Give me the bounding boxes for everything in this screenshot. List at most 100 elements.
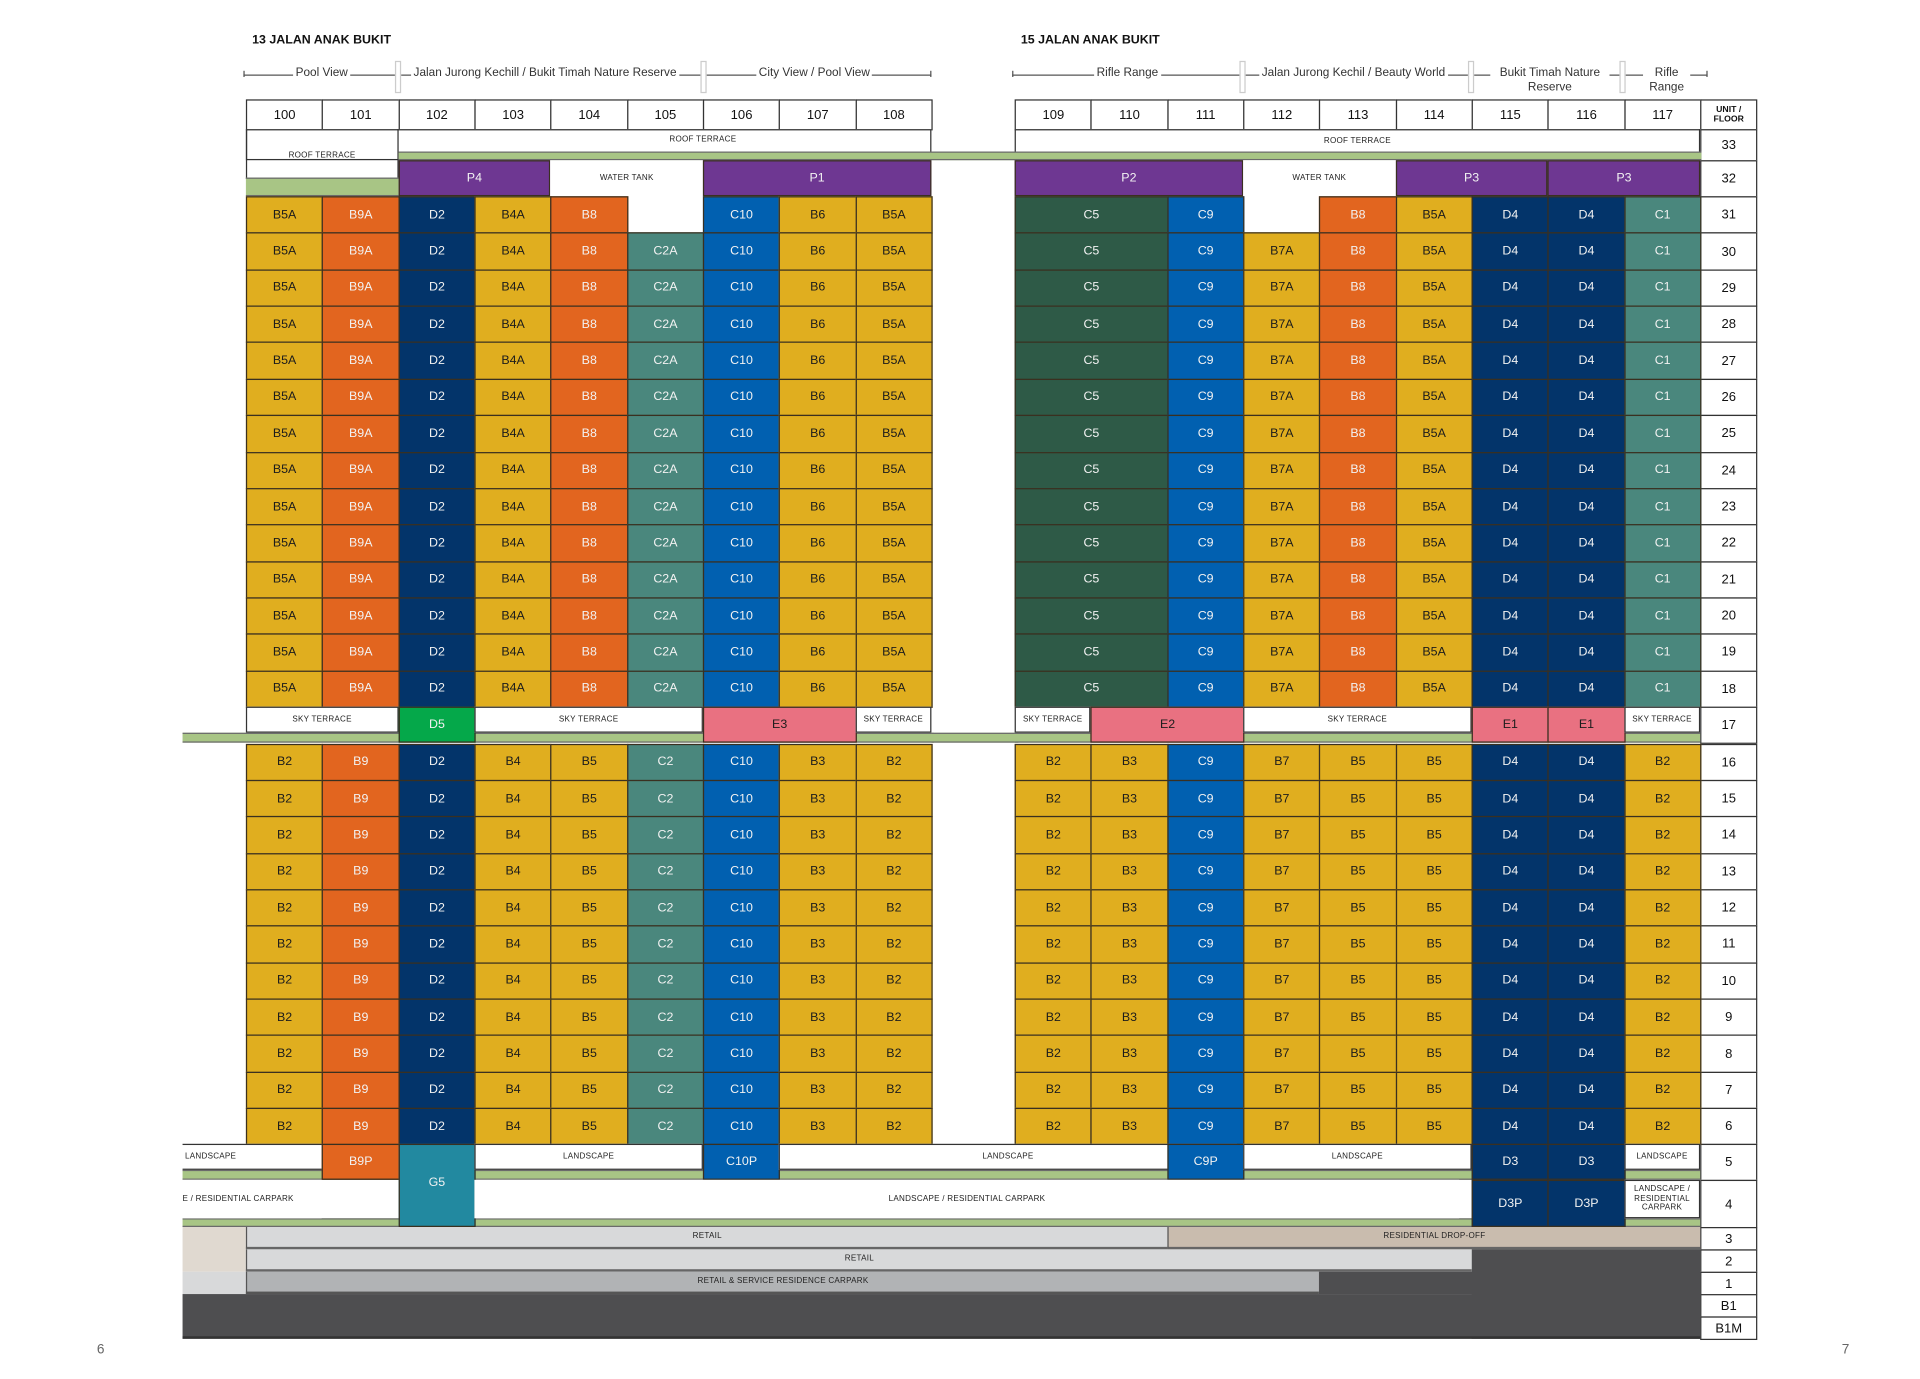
unit-cell[interactable]: B5 bbox=[550, 779, 628, 818]
unit-cell[interactable]: B6 bbox=[779, 232, 857, 271]
unit-cell[interactable]: B8 bbox=[1319, 633, 1397, 672]
unit-cell[interactable]: B9 bbox=[322, 998, 400, 1037]
unit-cell[interactable]: D4 bbox=[1547, 414, 1626, 453]
unit-cell[interactable]: B2 bbox=[1014, 1071, 1093, 1110]
unit-cell[interactable]: B2 bbox=[1623, 889, 1702, 927]
unit-cell[interactable]: B2 bbox=[855, 1034, 933, 1073]
unit-cell[interactable]: B9 bbox=[322, 779, 400, 818]
unit-cell[interactable]: B8 bbox=[1319, 487, 1397, 526]
unit-cell[interactable]: B3 bbox=[1090, 1071, 1169, 1110]
unit-cell[interactable]: B3 bbox=[779, 925, 857, 964]
unit-cell[interactable]: B9A bbox=[322, 196, 400, 234]
unit-cell[interactable]: D4 bbox=[1471, 451, 1550, 490]
unit-cell[interactable]: B9A bbox=[322, 232, 400, 271]
unit-cell[interactable]: B2 bbox=[855, 998, 933, 1037]
unit-cell[interactable]: B6 bbox=[779, 524, 857, 563]
unit-g5[interactable]: G5 bbox=[398, 1143, 476, 1227]
unit-cell[interactable]: D4 bbox=[1547, 1071, 1626, 1110]
unit-cell[interactable]: C5 bbox=[1014, 232, 1169, 271]
unit-cell[interactable]: C9 bbox=[1166, 342, 1245, 380]
unit-cell[interactable]: B2 bbox=[245, 925, 324, 964]
unit-cell[interactable]: B2 bbox=[245, 1034, 324, 1073]
unit-cell[interactable]: C1 bbox=[1623, 232, 1702, 271]
unit-cell[interactable]: B7 bbox=[1243, 1034, 1321, 1073]
unit-cell[interactable]: B3 bbox=[779, 779, 857, 818]
unit-cell[interactable]: C5 bbox=[1014, 524, 1169, 563]
unit-cell[interactable]: B9A bbox=[322, 414, 400, 453]
unit-cell[interactable]: C5 bbox=[1014, 633, 1169, 672]
unit-cell[interactable]: D2 bbox=[398, 633, 476, 672]
unit-cell[interactable]: B5A bbox=[855, 670, 933, 708]
unit-cell[interactable]: B9A bbox=[322, 451, 400, 490]
unit-cell[interactable]: C2A bbox=[626, 378, 705, 417]
unit-cell[interactable]: B5A bbox=[245, 597, 324, 635]
unit-cell[interactable]: B5 bbox=[1395, 1107, 1473, 1146]
unit-cell[interactable]: D4 bbox=[1471, 779, 1550, 818]
unit-cell[interactable]: B5A bbox=[855, 269, 933, 307]
unit-cell[interactable]: C2 bbox=[626, 962, 705, 1000]
unit-cell[interactable]: C9 bbox=[1166, 889, 1245, 927]
unit-cell[interactable]: C5 bbox=[1014, 305, 1169, 344]
unit-cell[interactable]: C10 bbox=[702, 670, 781, 708]
unit-cell[interactable]: B9A bbox=[322, 560, 400, 599]
unit-cell[interactable]: B8 bbox=[550, 633, 628, 672]
unit-cell[interactable]: B5 bbox=[550, 998, 628, 1037]
unit-cell[interactable]: B9A bbox=[322, 633, 400, 672]
unit-cell[interactable]: C9 bbox=[1166, 524, 1245, 563]
unit-cell[interactable]: C2 bbox=[626, 1071, 705, 1110]
unit-cell[interactable]: D2 bbox=[398, 889, 476, 927]
unit-cell[interactable]: B6 bbox=[779, 378, 857, 417]
unit-cell[interactable]: D4 bbox=[1471, 414, 1550, 453]
unit-cell[interactable]: C5 bbox=[1014, 560, 1169, 599]
unit-cell[interactable]: B4A bbox=[474, 196, 552, 234]
unit-cell[interactable]: B6 bbox=[779, 269, 857, 307]
unit-cell[interactable]: B4 bbox=[474, 889, 552, 927]
unit-cell[interactable]: B4A bbox=[474, 378, 552, 417]
unit-cell[interactable]: B4A bbox=[474, 232, 552, 271]
unit-cell[interactable]: D4 bbox=[1471, 487, 1550, 526]
unit-cell[interactable]: D2 bbox=[398, 232, 476, 271]
unit-cell[interactable]: D4 bbox=[1547, 269, 1626, 307]
unit-cell[interactable]: B6 bbox=[779, 670, 857, 708]
unit-cell[interactable]: D4 bbox=[1547, 998, 1626, 1037]
unit-cell[interactable]: B9A bbox=[322, 305, 400, 344]
unit-cell[interactable]: D4 bbox=[1547, 305, 1626, 344]
unit-cell[interactable]: C5 bbox=[1014, 378, 1169, 417]
unit-cell[interactable]: B9A bbox=[322, 378, 400, 417]
unit-cell[interactable]: B7A bbox=[1243, 597, 1321, 635]
unit-cell[interactable]: C10 bbox=[702, 852, 781, 891]
unit-cell[interactable]: B3 bbox=[1090, 743, 1169, 781]
unit-cell[interactable]: B4A bbox=[474, 670, 552, 708]
unit-cell[interactable]: B5 bbox=[1319, 1071, 1397, 1110]
unit-cell[interactable]: B5A bbox=[245, 378, 324, 417]
unit-cell[interactable]: C1 bbox=[1623, 414, 1702, 453]
unit-cell[interactable]: C9 bbox=[1166, 451, 1245, 490]
unit-cell[interactable]: D4 bbox=[1547, 816, 1626, 854]
unit-cell[interactable]: D4 bbox=[1471, 962, 1550, 1000]
unit-cell[interactable]: B5A bbox=[245, 560, 324, 599]
unit-cell[interactable]: B5A bbox=[245, 342, 324, 380]
unit-cell[interactable]: B9 bbox=[322, 1107, 400, 1146]
unit-cell[interactable]: B9 bbox=[322, 743, 400, 781]
unit-cell[interactable]: B5A bbox=[855, 560, 933, 599]
unit-cell[interactable]: C9 bbox=[1166, 196, 1245, 234]
unit-cell[interactable]: B4 bbox=[474, 779, 552, 818]
unit-cell[interactable]: B2 bbox=[1623, 743, 1702, 781]
unit-cell[interactable]: D2 bbox=[398, 305, 476, 344]
unit-cell[interactable]: D2 bbox=[398, 414, 476, 453]
unit-cell[interactable]: B8 bbox=[550, 378, 628, 417]
unit-cell[interactable]: D4 bbox=[1547, 524, 1626, 563]
unit-cell[interactable]: B9 bbox=[322, 925, 400, 964]
unit-cell[interactable]: B3 bbox=[1090, 852, 1169, 891]
unit-cell[interactable]: C9 bbox=[1166, 670, 1245, 708]
unit-cell[interactable]: B9A bbox=[322, 670, 400, 708]
unit-cell[interactable]: C2A bbox=[626, 232, 705, 271]
unit-cell[interactable]: B4A bbox=[474, 414, 552, 453]
unit-cell[interactable]: B5A bbox=[245, 305, 324, 344]
unit-cell[interactable]: B7A bbox=[1243, 670, 1321, 708]
unit-cell[interactable]: C10 bbox=[702, 779, 781, 818]
unit-c10p[interactable]: C10P bbox=[702, 1143, 781, 1180]
unit-cell[interactable]: C10 bbox=[702, 232, 781, 271]
unit-cell[interactable]: C9 bbox=[1166, 998, 1245, 1037]
unit-cell[interactable]: C5 bbox=[1014, 597, 1169, 635]
